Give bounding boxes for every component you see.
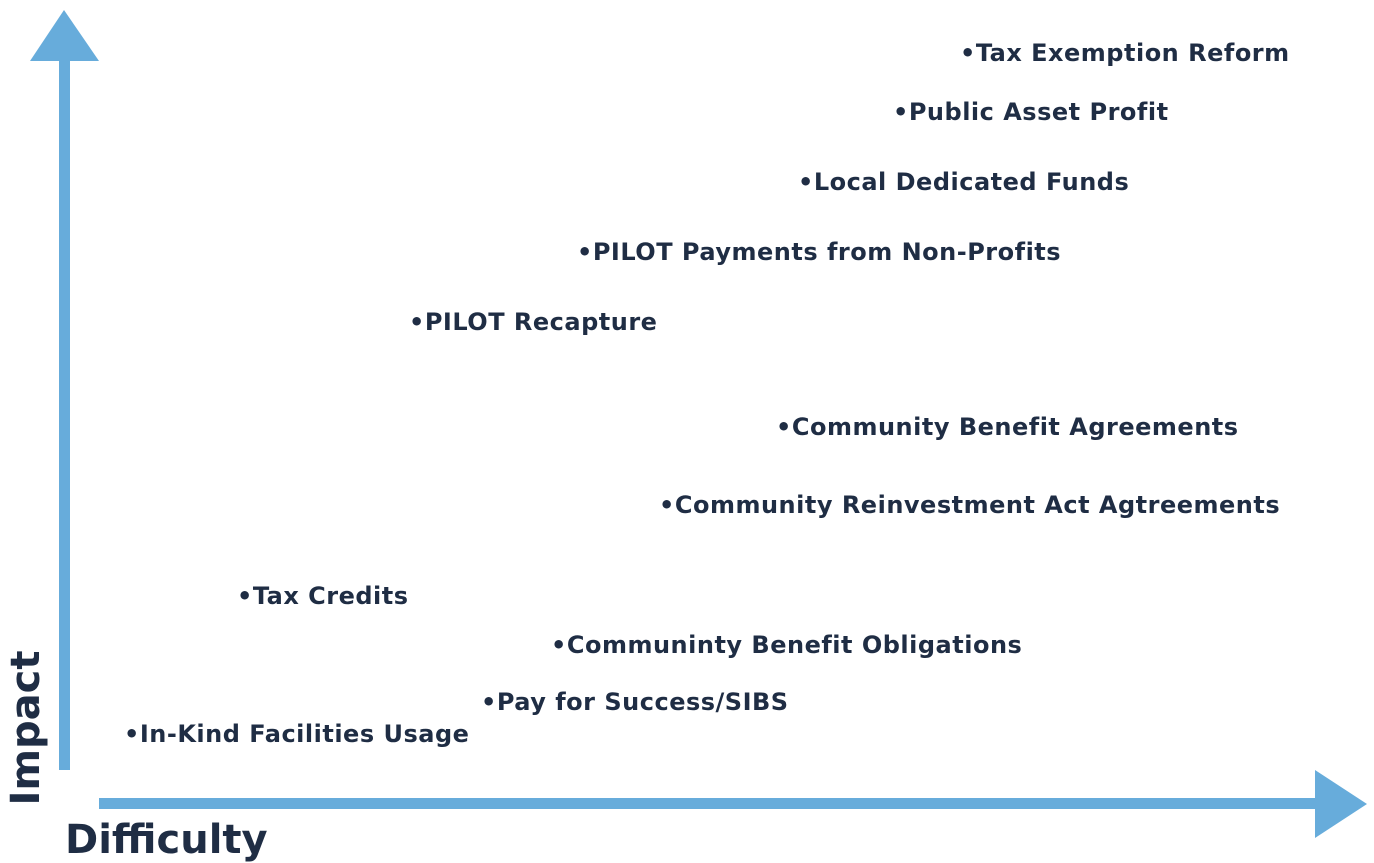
item-label: •In-Kind Facilities Usage bbox=[124, 720, 469, 748]
y-axis-arrow-head bbox=[30, 10, 99, 61]
y-axis-arrow-shaft bbox=[59, 58, 70, 770]
y-axis-label: Impact bbox=[3, 650, 49, 805]
item-label: •PILOT Recapture bbox=[409, 308, 657, 336]
item-label: •PILOT Payments from Non-Profits bbox=[577, 238, 1061, 266]
item-label: •Community Reinvestment Act Agtreements bbox=[659, 491, 1280, 519]
item-label: •Community Benefit Agreements bbox=[776, 413, 1239, 441]
item-label: •Tax Credits bbox=[237, 582, 409, 610]
x-axis-arrow-head bbox=[1315, 770, 1367, 838]
item-label: •Communinty Benefit Obligations bbox=[551, 631, 1022, 659]
item-label: •Public Asset Profit bbox=[893, 98, 1169, 126]
item-label: •Tax Exemption Reform bbox=[960, 39, 1290, 67]
item-label: •Pay for Success/SIBS bbox=[481, 688, 789, 716]
x-axis-arrow-shaft bbox=[99, 798, 1319, 809]
x-axis-label: Difficulty bbox=[65, 817, 268, 863]
item-label: •Local Dedicated Funds bbox=[798, 168, 1129, 196]
